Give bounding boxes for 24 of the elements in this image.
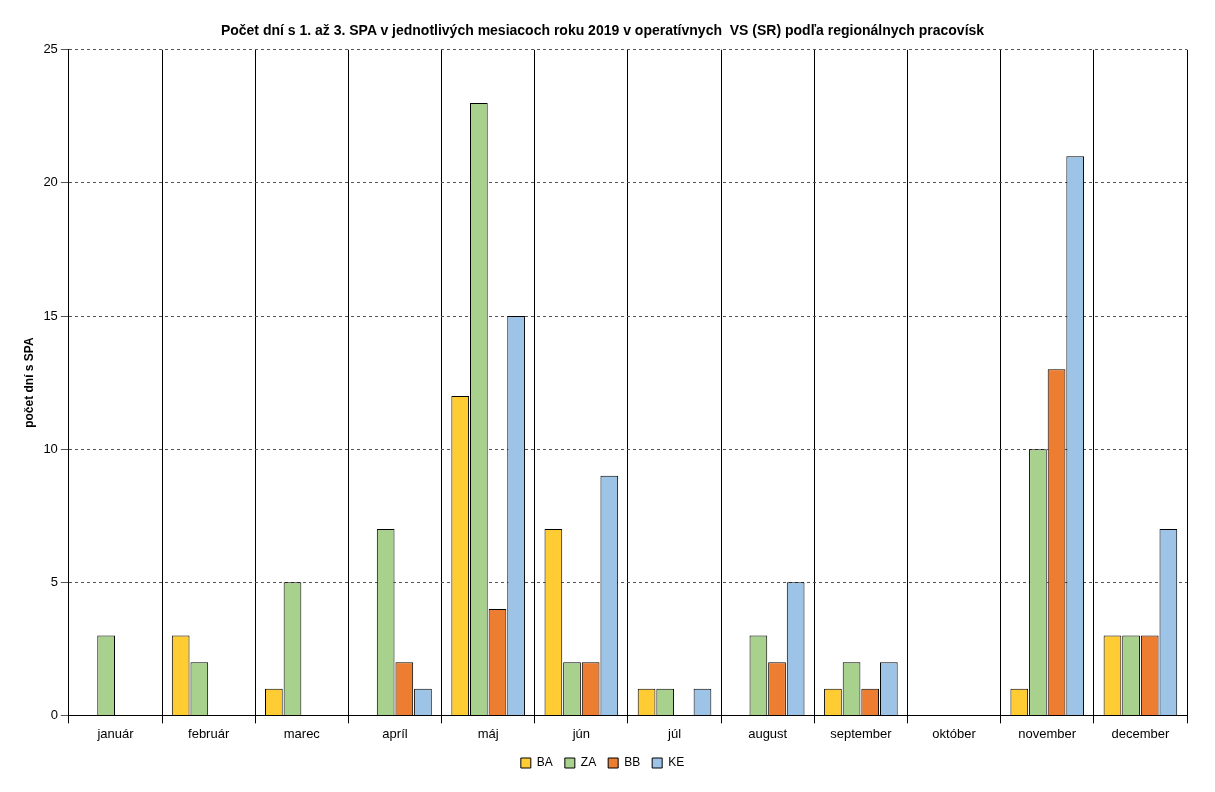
x-tick-label: október [932,725,977,741]
x-tick-label: máj [477,725,499,741]
x-tick-label: jún [571,725,591,741]
x-tick-label: marec [283,725,321,741]
y-tick-label: 25 [43,41,58,57]
chart-title: Počet dní s 1. až 3. SPA v jednotlivých mesiacoch roku 2019 v operatívnych VS (SR) podľa regionálnych pracovísk [220,22,985,39]
x-tick-label: august [748,725,788,741]
x-tick-label: november [1018,725,1077,741]
legend-label: KE [668,755,685,770]
x-tick-label: január [96,725,135,741]
y-tick-label: 15 [43,307,58,323]
x-tick-label: júl [667,725,682,741]
y-tick-label: 0 [50,706,58,722]
y-axis-title: počet dní s SPA [21,337,36,428]
legend-label: BA [536,755,553,770]
y-tick-label: 5 [50,573,58,589]
x-tick-label: december [1111,725,1170,741]
y-tick-label: 10 [43,440,58,456]
x-tick-label: apríl [382,725,408,741]
legend-label: ZA [580,755,597,770]
y-tick-label: 20 [43,174,58,190]
x-tick-label: február [188,725,230,741]
legend-label: BB [624,755,641,770]
x-tick-label: september [830,725,893,741]
